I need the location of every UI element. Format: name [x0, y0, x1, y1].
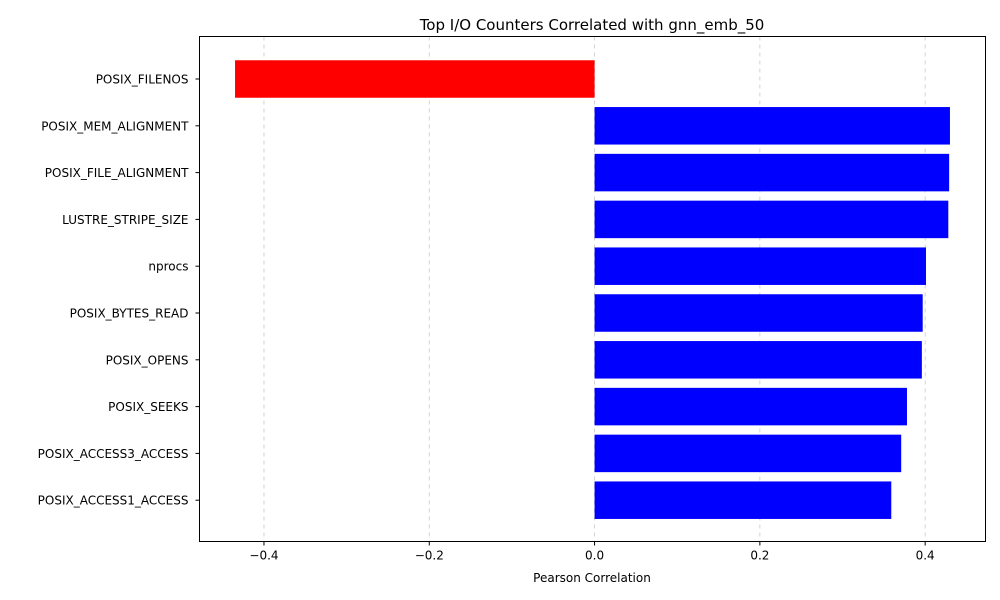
- y-tick-label: POSIX_FILENOS: [96, 73, 189, 87]
- bar: [594, 387, 907, 426]
- bar: [594, 153, 950, 192]
- y-tick-label: LUSTRE_STRIPE_SIZE: [62, 213, 188, 227]
- bar: [594, 294, 923, 332]
- bar: [594, 341, 922, 379]
- bar: [594, 481, 892, 519]
- x-tick-label: 0.2: [750, 549, 769, 563]
- bars-layer: [235, 60, 950, 519]
- y-tick-label: POSIX_ACCESS3_ACCESS: [38, 447, 189, 461]
- x-tick-label: 0.0: [585, 549, 604, 563]
- y-tick-label: POSIX_FILE_ALIGNMENT: [45, 166, 189, 180]
- y-tick-label: POSIX_ACCESS1_ACCESS: [38, 494, 189, 508]
- x-tick-label: −0.2: [415, 549, 444, 563]
- y-axis: POSIX_FILENOS POSIX_MEM_ALIGNMENT POSIX_FI…: [38, 73, 200, 508]
- y-tick-label: POSIX_OPENS: [106, 353, 189, 367]
- y-tick-label: POSIX_BYTES_READ: [70, 307, 189, 321]
- bar: [594, 107, 950, 145]
- bar: [594, 434, 902, 473]
- chart-title: Top I/O Counters Correlated with gnn_emb…: [419, 16, 765, 35]
- bar: [235, 60, 595, 98]
- y-tick-label: POSIX_MEM_ALIGNMENT: [41, 119, 189, 133]
- x-tick-label: −0.4: [249, 549, 278, 563]
- plot-frame: [199, 36, 986, 542]
- x-tick-label: 0.4: [916, 549, 935, 563]
- y-tick-label: nprocs: [148, 260, 188, 274]
- bar: [594, 200, 949, 239]
- y-tick-label: POSIX_SEEKS: [108, 400, 188, 414]
- x-axis-label: Pearson Correlation: [533, 571, 651, 585]
- x-axis: −0.4 −0.2 0.0 0.2 0.4: [249, 541, 935, 563]
- bar: [594, 247, 926, 285]
